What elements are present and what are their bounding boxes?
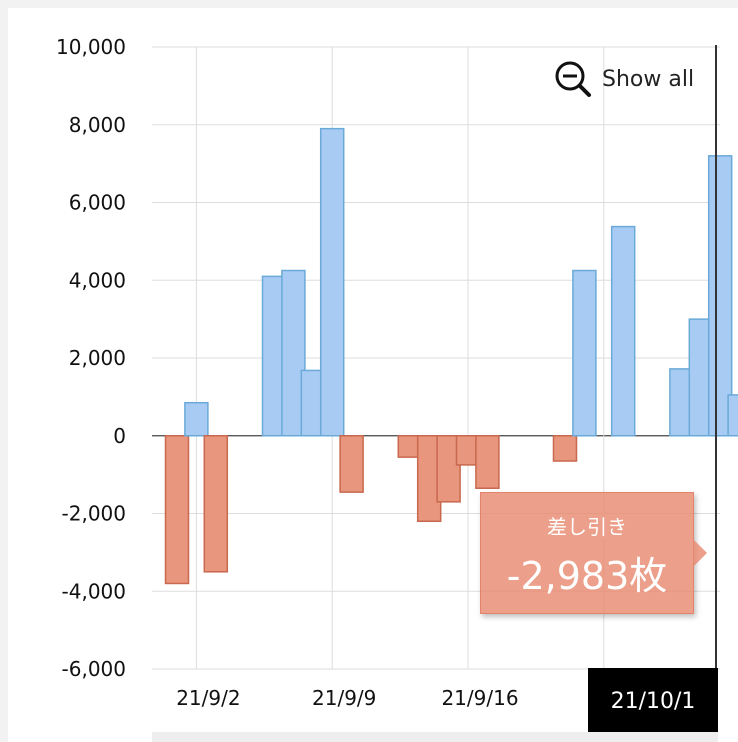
bar bbox=[281, 269, 306, 437]
selected-date-badge: 21/10/1 bbox=[588, 668, 718, 734]
bar bbox=[339, 435, 364, 493]
x-tick-label: 21/9/16 bbox=[441, 686, 518, 710]
difference-tooltip: 差し引き -2,983枚 bbox=[480, 492, 707, 614]
bar bbox=[707, 155, 733, 437]
bar bbox=[727, 394, 738, 437]
y-tick-label: 2,000 bbox=[69, 346, 126, 370]
show-all-button[interactable]: Show all bbox=[554, 60, 694, 98]
bar bbox=[572, 269, 597, 437]
bar bbox=[436, 435, 461, 503]
y-tick-label: 4,000 bbox=[69, 268, 126, 292]
y-tick-label: 8,000 bbox=[69, 113, 126, 137]
tooltip-label: 差し引き bbox=[547, 515, 627, 539]
y-tick-label: -6,000 bbox=[62, 657, 126, 681]
x-tick-label: 21/9/2 bbox=[176, 686, 240, 710]
y-tick-label: -2,000 bbox=[62, 502, 126, 526]
y-tick-label: 0 bbox=[113, 424, 126, 448]
x-tick-label: 21/9/9 bbox=[312, 686, 376, 710]
bar bbox=[475, 435, 500, 489]
y-tick-label: 10,000 bbox=[56, 35, 126, 59]
bar bbox=[164, 435, 190, 585]
bar bbox=[552, 435, 578, 462]
bar bbox=[319, 127, 345, 437]
bar bbox=[610, 225, 636, 437]
zoom-out-icon bbox=[555, 61, 591, 97]
y-tick-label: -4,000 bbox=[62, 579, 126, 603]
scroll-strip[interactable] bbox=[152, 732, 718, 742]
y-tick-label: 6,000 bbox=[69, 191, 126, 215]
bar bbox=[184, 401, 209, 437]
bar bbox=[203, 435, 229, 573]
tooltip-value: -2,983枚 bbox=[506, 554, 668, 598]
show-all-label: Show all bbox=[602, 66, 695, 92]
